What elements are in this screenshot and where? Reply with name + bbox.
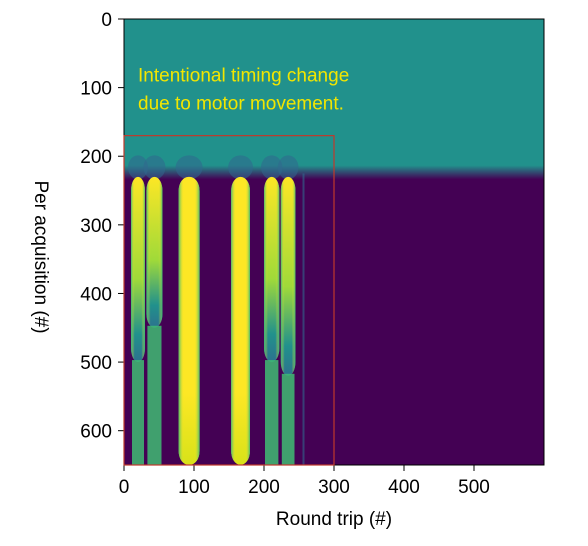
annotation-line: Intentional timing change: [138, 66, 349, 87]
band-6-edge: [280, 176, 296, 376]
x-tick-label: 200: [248, 477, 280, 498]
band-5-edge: [264, 176, 280, 363]
x-tick-label: 300: [318, 477, 350, 498]
faint-streak: [302, 173, 305, 465]
y-tick-label: 200: [80, 147, 112, 168]
y-tick-label: 0: [101, 10, 112, 31]
x-axis: 0 100 200 300 400 500: [119, 465, 490, 498]
x-tick-label: 400: [388, 477, 420, 498]
x-tick-label: 100: [178, 477, 210, 498]
x-axis-label: Round trip (#): [276, 509, 392, 530]
y-axis-label: Per acquisition (#): [30, 180, 51, 333]
y-tick-label: 100: [80, 79, 112, 100]
x-tick-label: 500: [458, 477, 490, 498]
band-5-mound: [261, 155, 283, 180]
band-4-mound: [228, 155, 253, 180]
band-1-edge: [131, 176, 145, 363]
y-tick-label: 300: [80, 216, 112, 237]
band-3-edge: [178, 176, 200, 466]
y-tick-label: 400: [80, 284, 112, 305]
band-2-edge: [146, 176, 163, 328]
band-4-edge: [231, 176, 250, 466]
highlight-box: [123, 135, 335, 466]
y-axis: 0 100 200 300 400 500 600: [80, 10, 124, 443]
band-3-mound: [175, 155, 203, 180]
band-2-mound: [143, 155, 166, 180]
annotation-line: due to motor movement.: [138, 94, 344, 115]
band-2-tail: [147, 325, 162, 465]
band-5-tail: [265, 360, 279, 465]
y-tick-label: 600: [80, 422, 112, 443]
band-1-tail: [132, 360, 144, 465]
y-tick-label: 500: [80, 353, 112, 374]
annotation: Intentional timing change due to motor mo…: [138, 66, 349, 115]
band-1-mound: [128, 155, 148, 180]
x-tick-label: 0: [119, 477, 130, 498]
bands-layer: [128, 155, 305, 466]
band-6-tail: [281, 373, 295, 465]
band-6-mound: [277, 155, 299, 180]
